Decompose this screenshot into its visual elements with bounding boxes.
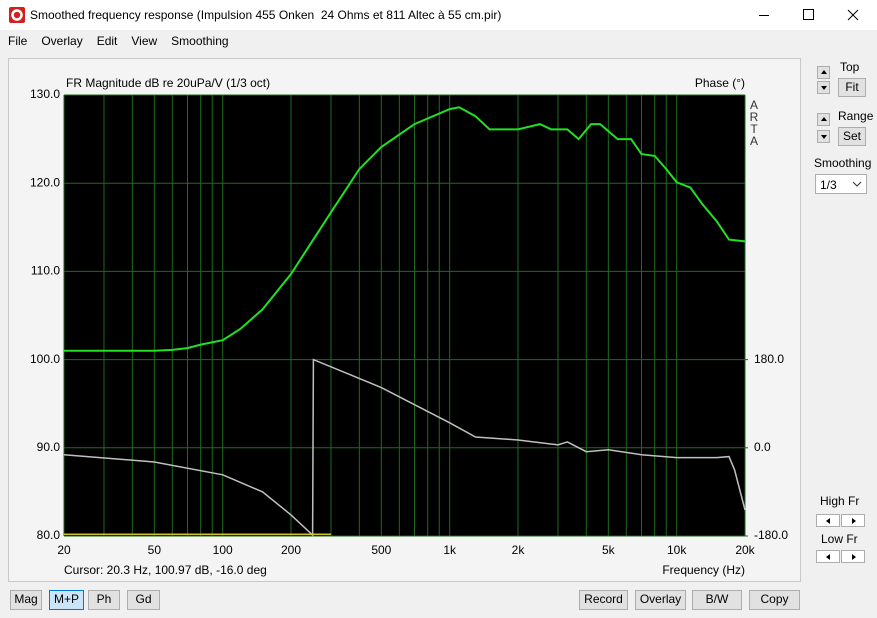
y-tick-label: 110.0 bbox=[31, 264, 60, 278]
x-tick-label: 2k bbox=[512, 543, 526, 557]
series-line bbox=[63, 358, 746, 537]
range-down[interactable] bbox=[817, 130, 830, 143]
toolbar-button[interactable]: B/W bbox=[692, 590, 742, 610]
x-tick-label: 5k bbox=[602, 543, 616, 557]
watermark: ARTA bbox=[747, 98, 761, 146]
y-tick-label: 80.0 bbox=[37, 528, 61, 542]
window-controls[interactable] bbox=[750, 0, 877, 30]
top-up[interactable] bbox=[817, 66, 830, 79]
high-fr-left[interactable] bbox=[816, 514, 840, 527]
high-fr-right[interactable] bbox=[841, 514, 865, 527]
y-tick-label: 120.0 bbox=[30, 175, 60, 189]
y-tick-label: 90.0 bbox=[37, 440, 61, 454]
x-tick-label: 100 bbox=[213, 543, 233, 557]
smoothing-value: 1/3 bbox=[820, 178, 837, 192]
x-tick-label: 500 bbox=[371, 543, 391, 557]
app-icon bbox=[9, 7, 25, 23]
toolbar-button[interactable]: Mag bbox=[10, 590, 42, 610]
x-tick-label: 1k bbox=[443, 543, 457, 557]
y2-tick-label: 0.0 bbox=[754, 440, 771, 454]
toolbar-button[interactable]: Record bbox=[579, 590, 628, 610]
toolbar-button[interactable]: Gd bbox=[127, 590, 160, 610]
toolbar-button[interactable]: M+P bbox=[49, 590, 84, 610]
menu-item[interactable]: Edit bbox=[96, 34, 118, 48]
fit-button[interactable]: Fit bbox=[838, 78, 866, 97]
dropdown-arrow bbox=[852, 181, 862, 187]
toolbar-button[interactable]: Copy bbox=[749, 590, 800, 610]
x-tick-label: 200 bbox=[281, 543, 301, 557]
y-tick-label: 100.0 bbox=[30, 352, 60, 366]
series-line bbox=[64, 106, 746, 352]
x-tick-label: 10k bbox=[667, 543, 687, 557]
top-label: Top bbox=[840, 60, 860, 74]
y-tick-label: 130.0 bbox=[30, 87, 60, 101]
x-axis-title: Frequency (Hz) bbox=[662, 563, 745, 577]
x-tick-label: 20 bbox=[57, 543, 71, 557]
low-fr-right[interactable] bbox=[841, 550, 865, 563]
low-fr-label: Low Fr bbox=[821, 532, 858, 546]
high-fr-label: High Fr bbox=[820, 494, 860, 508]
toolbar-button[interactable]: Overlay bbox=[635, 590, 686, 610]
menu-item[interactable]: View bbox=[131, 34, 158, 48]
x-tick-label: 20k bbox=[735, 543, 755, 557]
y2-tick-label: 180.0 bbox=[754, 352, 784, 366]
toolbar-button[interactable]: Ph bbox=[88, 590, 120, 610]
window-title: Smoothed frequency response (Impulsion 4… bbox=[30, 8, 502, 22]
menu-item[interactable]: Overlay bbox=[41, 34, 83, 48]
smoothing-select[interactable]: 1/3 bbox=[815, 174, 867, 194]
smoothing-label: Smoothing bbox=[814, 156, 872, 170]
menu-item[interactable]: Smoothing bbox=[171, 34, 229, 48]
title-bar: Smoothed frequency response (Impulsion 4… bbox=[0, 0, 877, 30]
menu-bar: File Overlay Edit View Smoothing bbox=[0, 32, 235, 52]
y2-tick-label: -180.0 bbox=[754, 528, 788, 542]
chart-title: FR Magnitude dB re 20uPa/V (1/3 oct) bbox=[66, 76, 270, 90]
top-down[interactable] bbox=[817, 81, 830, 94]
range-label: Range bbox=[838, 109, 874, 123]
plot-area bbox=[64, 95, 745, 536]
low-fr-left[interactable] bbox=[816, 550, 840, 563]
x-tick-label: 50 bbox=[148, 543, 162, 557]
range-up[interactable] bbox=[817, 113, 830, 126]
cursor-readout: Cursor: 20.3 Hz, 100.97 dB, -16.0 deg bbox=[64, 563, 267, 577]
y2-axis-title: Phase (°) bbox=[695, 76, 745, 90]
menu-item[interactable]: File bbox=[8, 34, 28, 48]
set-button[interactable]: Set bbox=[838, 127, 866, 146]
